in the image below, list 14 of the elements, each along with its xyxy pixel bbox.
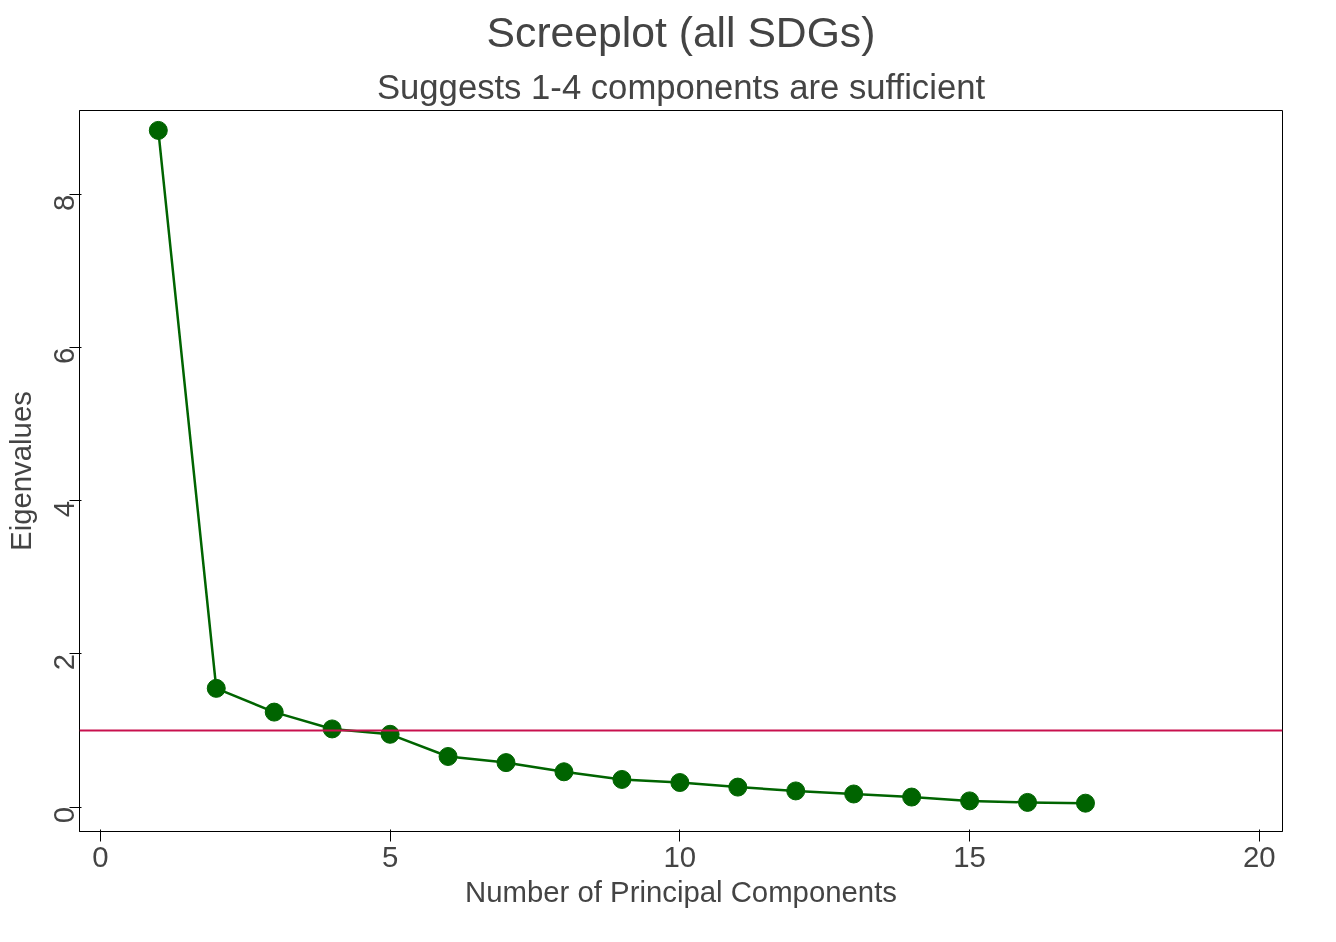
x-tick-label: 10 — [663, 839, 697, 873]
y-tick-label: 0 — [47, 807, 81, 824]
y-tick-label: 4 — [47, 500, 81, 518]
x-tick-label: 20 — [1243, 839, 1276, 873]
chart-subtitle: Suggests 1-4 components are sufficient — [376, 67, 986, 106]
x-tick-label: 0 — [92, 839, 109, 873]
x-tick-label: 15 — [953, 839, 986, 873]
x-tick-label: 5 — [381, 839, 399, 873]
x-axis-title: Number of Principal Components — [465, 874, 897, 908]
y-tick-label: 8 — [47, 194, 81, 211]
y-tick-label: 2 — [47, 653, 81, 671]
chart-title: Screeplot (all SDGs) — [486, 7, 876, 56]
y-tick-label: 6 — [47, 347, 81, 365]
y-axis-title: Eigenvalues — [3, 391, 37, 551]
